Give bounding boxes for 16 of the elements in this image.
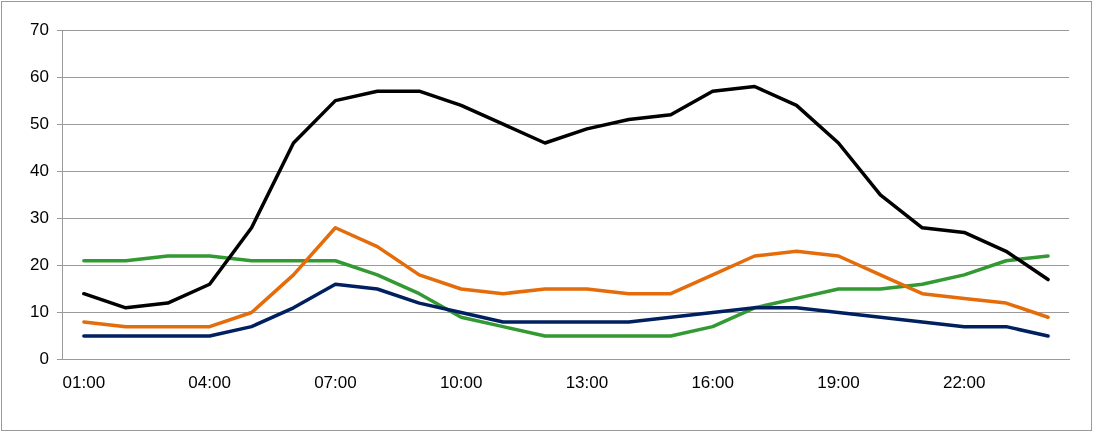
y-tick-label: 40 [29, 160, 49, 180]
x-tick-label: 10:00 [439, 373, 483, 393]
y-tick-label: 0 [39, 349, 49, 369]
y-tick-label: 10 [29, 302, 49, 322]
x-tick-label: 13:00 [565, 373, 609, 393]
x-tick-label: 16:00 [691, 373, 734, 393]
y-tick-label: 70 [29, 19, 49, 39]
x-tick-label: 22:00 [942, 373, 986, 393]
x-tick-label: 01:00 [62, 373, 106, 393]
y-tick-label: 20 [29, 255, 49, 275]
y-tick-label: 50 [29, 113, 49, 133]
x-tick-label: 19:00 [817, 373, 860, 393]
y-tick-label: 60 [29, 66, 49, 86]
x-tick-label: 04:00 [188, 373, 231, 393]
x-tick-label: 07:00 [314, 373, 357, 393]
y-tick-label: 30 [29, 208, 49, 228]
